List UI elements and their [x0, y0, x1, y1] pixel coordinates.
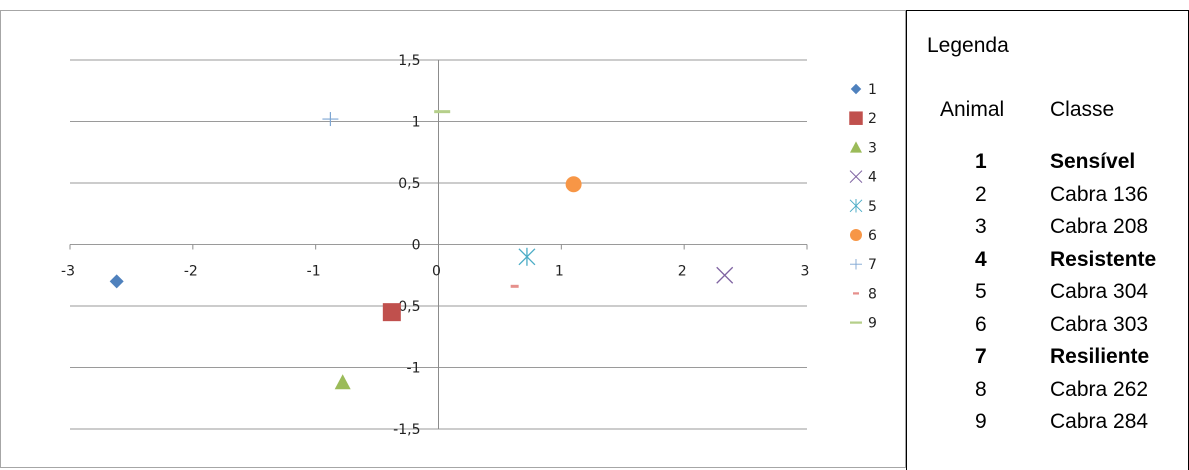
chart-area: -3 -2 -1 0 1 2 3 1,5 1 0,5 0 -0,5 -1 -1,5 1 2 3 4 5 6 7 8 9: [0, 10, 906, 468]
legend-symbol-5: [849, 199, 863, 213]
legend-table-animal-1: 1: [975, 150, 987, 173]
legend-label-9: 9: [868, 316, 877, 332]
legend-table-classe-9: Cabra 284: [1050, 410, 1149, 433]
legend-symbol-2: [849, 111, 863, 125]
legend-table-animal-7: 7: [975, 345, 987, 368]
legend-marker-2: [849, 111, 863, 125]
legend-table-classe-3: Cabra 208: [1050, 215, 1149, 238]
x-tick-label-6: 3: [801, 264, 810, 280]
legend-symbol-1: [850, 83, 862, 95]
legend-table-animal-9: 9: [975, 410, 987, 433]
legend-table-classe-5: Cabra 304: [1050, 280, 1149, 303]
legend-table-animal-2: 2: [975, 182, 987, 206]
legend-label-1: 1: [868, 82, 877, 98]
legend-table: Legenda Animal Classe 1 Sensível 2 Cabra 13…: [906, 10, 1189, 470]
legend-table-title: Legenda: [927, 34, 1009, 57]
legend-marker-8: [853, 292, 859, 295]
legend-label-6: 6: [868, 228, 877, 244]
data-point-3: [334, 374, 351, 390]
legend-symbol-6: [850, 229, 862, 241]
x-tick-label-2: -1: [307, 264, 321, 280]
y-tick-label-0: 1,5: [398, 53, 420, 69]
legend-table-animal-8: 8: [975, 377, 987, 401]
legend-table-classe-6: Cabra 303: [1050, 312, 1149, 336]
data-point-9: [434, 110, 451, 114]
y-tick-label-3: 0: [412, 238, 421, 254]
legend-symbol-7: [850, 258, 862, 270]
y-tick-label-5: -1: [407, 361, 421, 377]
data-point-4: [716, 266, 734, 284]
legend-table-animal-3: 3: [975, 215, 987, 238]
legend-table-animal-4: 4: [975, 247, 987, 271]
legend-table-animal-6: 6: [975, 312, 987, 336]
legend-symbol-3: [850, 141, 862, 153]
legend-marker-1: [850, 83, 862, 95]
legend-label-8: 8: [868, 286, 877, 302]
x-tick-label-5: 2: [678, 264, 687, 280]
x-tick-label-0: -3: [61, 264, 75, 280]
data-point-1: [109, 274, 124, 289]
legend-symbol-8: [853, 292, 859, 295]
legend-table-classe-8: Cabra 262: [1050, 377, 1149, 401]
legend-table-classe-2: Cabra 136: [1050, 182, 1149, 206]
legend-marker-7: [850, 258, 862, 270]
legend-label-3: 3: [868, 140, 877, 156]
legend-table-header-classe: Classe: [1050, 98, 1115, 121]
legend-table-classe-1: Sensível: [1050, 150, 1136, 173]
x-tick-label-1: -2: [184, 264, 198, 280]
legend-symbol-9: [850, 321, 862, 324]
legend-table-classe-4: Resistente: [1050, 247, 1157, 271]
legend-symbol-4: [849, 170, 863, 183]
data-point-8: [510, 284, 519, 288]
x-tick-label-3: 0: [432, 264, 441, 280]
y-tick-label-2: 0,5: [398, 176, 420, 192]
y-tick-label-1: 1: [412, 115, 421, 131]
legend-label-5: 5: [868, 199, 877, 215]
data-point-7: [322, 112, 339, 127]
legend-marker-4: [849, 170, 863, 183]
data-point-6: [565, 176, 582, 193]
legend-marker-9: [850, 321, 862, 324]
legend-table-classe-7: Resiliente: [1050, 345, 1150, 368]
y-tick-label-6: -1,5: [393, 422, 420, 438]
legend-table-animal-5: 5: [975, 280, 987, 303]
legend-label-2: 2: [868, 111, 877, 127]
legend-label-4: 4: [868, 170, 877, 186]
data-point-2: [382, 303, 401, 322]
legend-marker-3: [850, 141, 862, 153]
legend-marker-6: [850, 229, 862, 241]
legend-marker-5: [849, 199, 863, 213]
legend-table-header-animal: Animal: [940, 98, 1005, 121]
x-tick-label-4: 1: [555, 264, 564, 280]
legend-label-7: 7: [868, 257, 877, 273]
data-point-5: [518, 247, 536, 266]
